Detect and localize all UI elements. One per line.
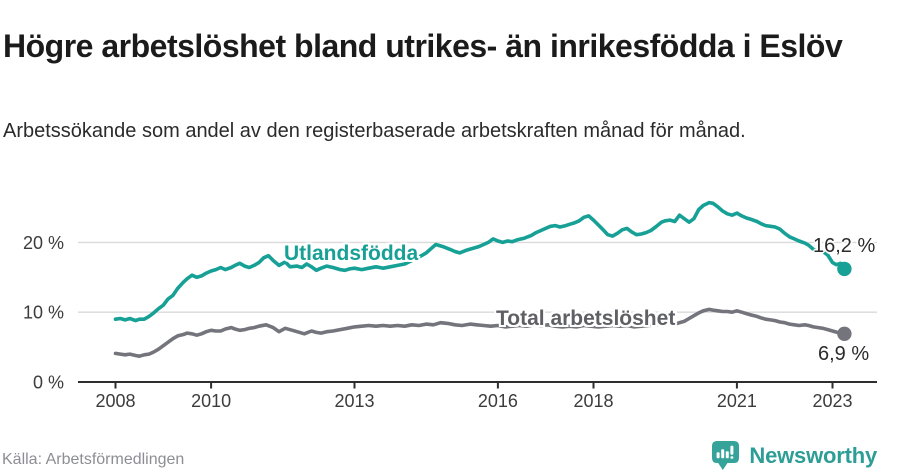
y-tick-label-10: 10 %: [23, 303, 64, 323]
series-label-utlandsfodda: Utlandsfödda: [284, 242, 419, 265]
series-line-total-arbetsl-shet: [113, 307, 847, 359]
y-tick-label-0: 0 %: [33, 373, 64, 393]
newsworthy-bubble-chart-icon: [712, 441, 740, 470]
y-tick-label-20: 20 %: [23, 233, 64, 253]
x-tick-label-2016: 2016: [478, 391, 518, 411]
series-line-utlandsf-dda: [113, 200, 847, 323]
page-subtitle: Arbetssökande som andel av den registerb…: [3, 120, 746, 142]
x-tick-label-2021: 2021: [717, 391, 757, 411]
series-end-dot-total-arbetsl-shet: [837, 326, 852, 341]
x-tick-label-2018: 2018: [573, 391, 613, 411]
page-title: Högre arbetslöshet bland utrikes- än inr…: [3, 28, 843, 65]
end-value-label-utlandsfodda: 16,2 %: [813, 235, 876, 257]
x-tick-label-2008: 2008: [95, 391, 135, 411]
series-end-dot-utlandsf-dda: [837, 261, 852, 277]
x-tick-label-2013: 2013: [334, 391, 374, 411]
end-value-label-total: 6,9 %: [818, 343, 870, 365]
series-label-total-arbetsloshet: Total arbetslöshet: [496, 307, 676, 330]
x-tick-label-2023: 2023: [812, 391, 852, 411]
newsworthy-logo[interactable]: Newsworthy: [711, 440, 877, 471]
newsworthy-brand-name: Newsworthy: [749, 442, 877, 468]
source-credit: Källa: Arbetsförmedlingen: [2, 451, 185, 468]
x-tick-label-2010: 2010: [191, 391, 231, 411]
